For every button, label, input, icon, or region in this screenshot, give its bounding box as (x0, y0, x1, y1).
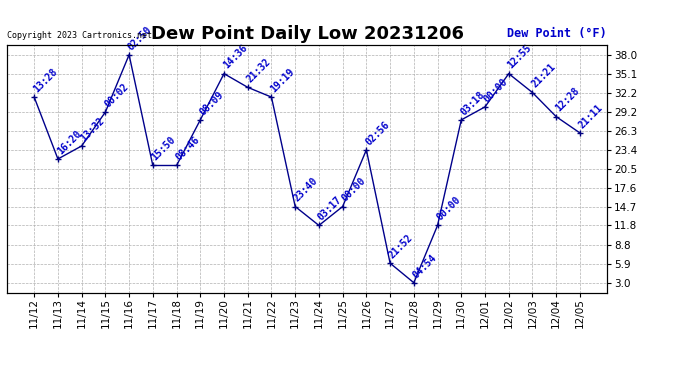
Text: 00:00: 00:00 (339, 176, 368, 204)
Text: 00:00: 00:00 (435, 195, 462, 223)
Text: 03:18: 03:18 (458, 89, 486, 117)
Text: 13:32: 13:32 (79, 116, 106, 143)
Text: 21:11: 21:11 (577, 102, 605, 130)
Text: 15:50: 15:50 (150, 135, 178, 163)
Text: 14:36: 14:36 (221, 43, 249, 71)
Text: 03:17: 03:17 (316, 195, 344, 223)
Text: 13:28: 13:28 (31, 66, 59, 94)
Text: 02:50: 02:50 (126, 24, 154, 52)
Text: 16:20: 16:20 (55, 128, 83, 156)
Title: Dew Point Daily Low 20231206: Dew Point Daily Low 20231206 (150, 26, 464, 44)
Text: Copyright 2023 Cartronics.net: Copyright 2023 Cartronics.net (7, 31, 152, 40)
Text: 00:00: 00:00 (482, 76, 510, 104)
Text: 23:40: 23:40 (293, 176, 320, 204)
Text: 21:21: 21:21 (529, 62, 558, 90)
Text: Dew Point (°F): Dew Point (°F) (507, 27, 607, 40)
Text: 12:28: 12:28 (553, 86, 581, 114)
Text: 12:55: 12:55 (506, 43, 533, 71)
Text: 21:32: 21:32 (245, 57, 273, 84)
Text: 21:52: 21:52 (387, 232, 415, 260)
Text: 19:19: 19:19 (268, 66, 297, 94)
Text: 02:56: 02:56 (364, 119, 391, 147)
Text: 04:54: 04:54 (411, 252, 439, 280)
Text: 08:46: 08:46 (174, 135, 201, 163)
Text: 08:09: 08:09 (197, 89, 225, 117)
Text: 00:02: 00:02 (102, 81, 130, 109)
